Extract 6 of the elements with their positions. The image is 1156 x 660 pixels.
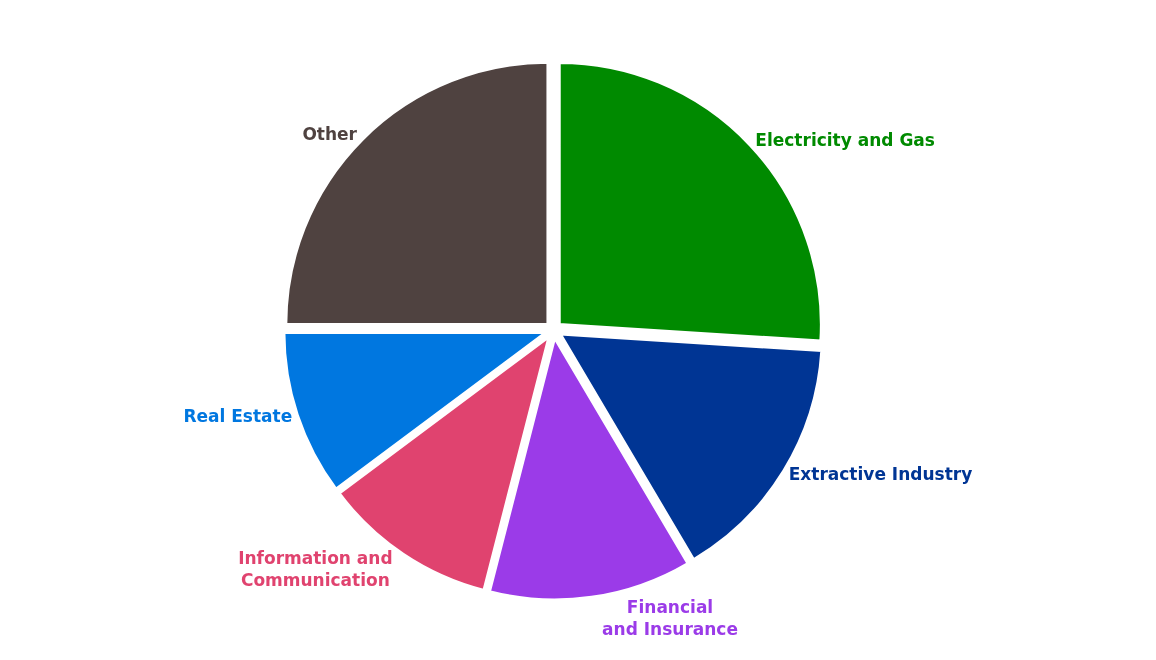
slice-label: Extractive Industry (788, 463, 973, 484)
slice-label: Electricity and Gas (755, 130, 935, 151)
slice-label: Real Estate (183, 406, 293, 427)
slice-label: Financial and Insurance (602, 596, 738, 639)
slice-label: Information and Communication (238, 547, 393, 590)
slice-label: Other (302, 124, 358, 145)
